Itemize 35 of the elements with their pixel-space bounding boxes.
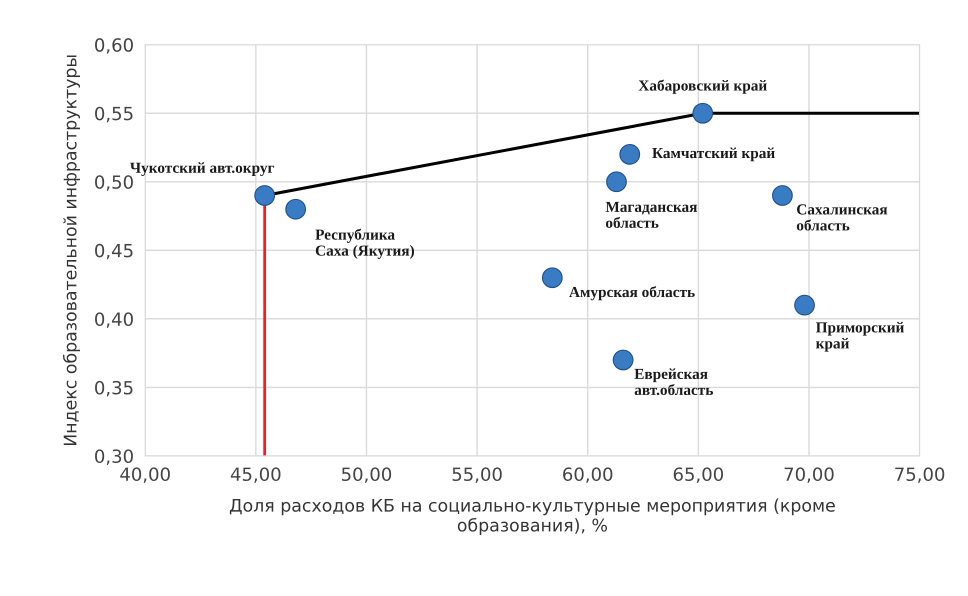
annotation: Хабаровский край bbox=[638, 80, 767, 94]
point bbox=[619, 144, 640, 165]
x-tick-label: 65,00 bbox=[674, 467, 723, 483]
annotation: Камчатский край bbox=[652, 148, 775, 162]
annotation: Приморский край bbox=[816, 322, 904, 352]
y-axis-title: Индекс образовательной инфраструктуры bbox=[62, 55, 80, 446]
x-tick-label: 40,00 bbox=[120, 467, 170, 483]
point bbox=[254, 185, 276, 206]
y-tick-label: 0,35 bbox=[95, 380, 133, 396]
point bbox=[606, 171, 627, 192]
x-tick-label: 70,00 bbox=[784, 467, 834, 483]
annotation: Сахалинская область bbox=[796, 204, 888, 231]
point bbox=[612, 350, 634, 370]
x-tick-label: 50,00 bbox=[342, 467, 392, 483]
point bbox=[772, 185, 793, 206]
point bbox=[794, 294, 815, 316]
y-tick-label: 0,40 bbox=[95, 312, 133, 328]
x-tick-label: 45,00 bbox=[230, 467, 280, 483]
y-tick-label: 0,55 bbox=[95, 106, 133, 122]
annotation: Амурская область bbox=[569, 286, 695, 300]
x-tick-label: 55,00 bbox=[452, 467, 502, 483]
annotation: Республика Саха (Якутия) bbox=[315, 228, 414, 259]
point bbox=[542, 267, 563, 288]
point bbox=[285, 198, 306, 220]
y-tick-label: 0,60 bbox=[95, 38, 133, 54]
x-tick-label: 60,00 bbox=[563, 467, 612, 483]
y-tick-label: 0,50 bbox=[95, 175, 133, 191]
y-tick-label: 0,30 bbox=[95, 449, 133, 465]
annotation: Чукотский авт.округ bbox=[130, 162, 274, 176]
annotation: Еврейская авт.область bbox=[634, 368, 714, 396]
x-tick-label: 75,00 bbox=[895, 467, 944, 483]
x-axis-title: Доля расходов КБ на социально-культурные мероприятия (кроме образования), % bbox=[230, 498, 835, 536]
annotation: Магаданская область bbox=[606, 202, 698, 228]
y-tick-label: 0,45 bbox=[95, 244, 133, 260]
point bbox=[692, 102, 714, 124]
